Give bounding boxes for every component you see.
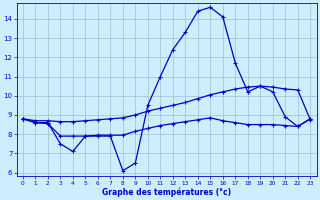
X-axis label: Graphe des températures (°c): Graphe des températures (°c) — [102, 187, 231, 197]
